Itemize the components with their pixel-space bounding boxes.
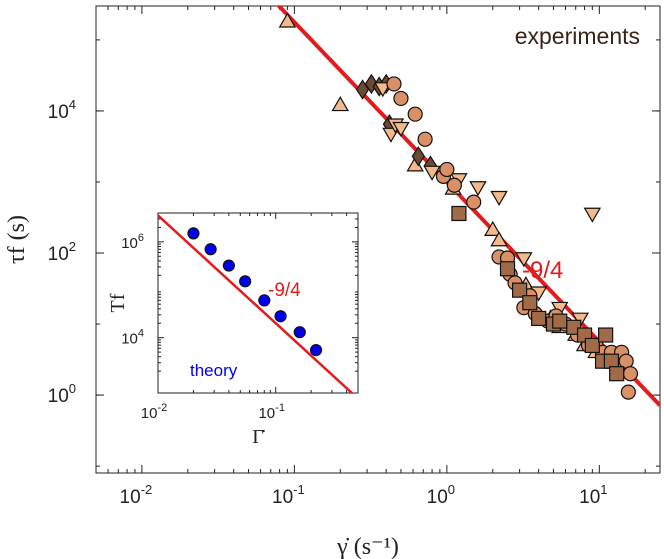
x-tick-label: 10-1	[272, 482, 305, 508]
data-point-triangles-down	[469, 181, 487, 197]
data-point-triangles-up	[278, 12, 297, 28]
data-point-circles	[393, 90, 409, 107]
y-tick-label: 104	[48, 97, 76, 123]
y-tick-label: 102	[48, 239, 76, 265]
inset-slope-label: -9/4	[268, 280, 301, 301]
data-point-triangles-up	[484, 220, 502, 236]
y-axis-label: τf (s)	[4, 215, 30, 264]
y-tick-label: 100	[48, 381, 76, 407]
data-point-circles	[417, 131, 433, 147]
data-point-circles	[407, 106, 423, 122]
data-point-triangles-up	[331, 96, 350, 112]
slope-label: -9/4	[522, 257, 563, 284]
inset-x-tick-label: 10-1	[258, 402, 284, 422]
inset-x-tick-label: 10-2	[141, 402, 167, 422]
data-point-circles	[439, 161, 455, 178]
data-point-squares	[499, 261, 516, 277]
inset-y-axis-label: Tf	[107, 293, 129, 312]
x-axis-label: γ̇ (s⁻¹)	[336, 534, 399, 559]
data-point-triangles-down	[515, 252, 533, 268]
data-point-triangles-down	[423, 165, 441, 181]
data-point-triangles-down	[374, 82, 392, 98]
data-point-circles	[622, 366, 639, 382]
experiments-label: experiments	[515, 23, 640, 49]
inset-y-tick-label: 104	[121, 328, 144, 348]
inset-data-point	[187, 227, 200, 240]
data-point-triangles-down	[583, 207, 602, 223]
inset-plot-frame	[157, 212, 359, 394]
data-point-squares	[584, 337, 600, 354]
data-point-circles	[446, 177, 462, 193]
data-point-triangles-up	[490, 231, 508, 247]
data-point-squares	[598, 327, 614, 343]
data-point-circles	[618, 353, 634, 369]
inset-y-tick-label: 106	[121, 232, 144, 252]
data-point-circles	[620, 384, 636, 400]
data-point-squares	[552, 313, 568, 329]
inset-x-axis-label: Γ̇	[252, 426, 266, 448]
data-point-squares	[522, 295, 538, 311]
data-point-squares	[451, 205, 467, 222]
data-point-triangles-down	[392, 121, 410, 137]
data-point-triangles-down	[490, 190, 508, 206]
data-point-squares	[531, 310, 547, 327]
inset-data-point	[258, 294, 271, 307]
x-tick-label: 10-2	[120, 482, 153, 508]
data-point-circles	[386, 76, 402, 92]
data-point-squares	[511, 282, 528, 298]
inset-fit-line	[158, 214, 354, 393]
data-point-squares	[603, 353, 619, 369]
theory-label: theory	[190, 361, 238, 380]
inset-data-point	[309, 344, 323, 357]
data-point-squares	[609, 366, 625, 382]
x-tick-label: 100	[427, 482, 455, 508]
inset-data-point	[274, 310, 287, 323]
fit-line	[276, 6, 660, 407]
data-point-diamonds	[411, 146, 425, 167]
inset-data-point	[239, 275, 252, 288]
inset-data-point	[293, 326, 306, 339]
inset-data-point	[204, 243, 217, 256]
data-point-circles	[466, 194, 482, 210]
x-tick-label: 101	[579, 482, 607, 508]
inset-data-point	[222, 259, 235, 272]
